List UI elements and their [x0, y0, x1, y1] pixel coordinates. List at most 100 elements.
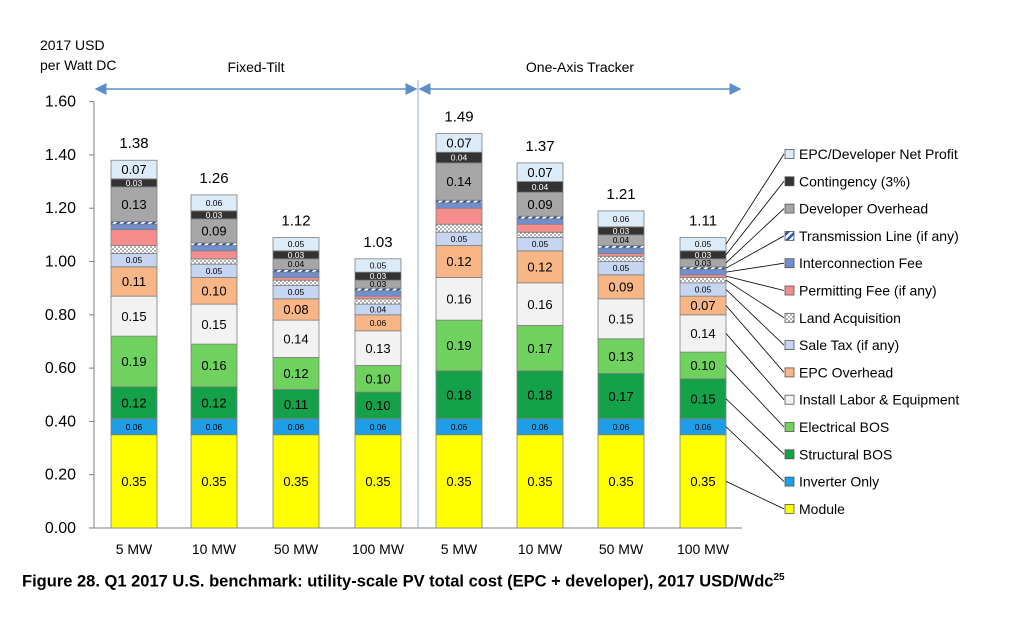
- bar-segment: [110, 335, 158, 388]
- figure-caption-superscript: 25: [773, 572, 785, 583]
- legend-swatch: [784, 340, 795, 351]
- data-label: 0.12: [283, 366, 308, 381]
- data-label: 0.07: [121, 162, 146, 177]
- data-label: 0.09: [527, 197, 552, 212]
- data-label: 0.03: [206, 210, 223, 220]
- data-label: 0.07: [527, 165, 552, 180]
- bar-segment: [516, 370, 564, 420]
- bar-segment: [435, 207, 483, 225]
- legend-leader-line: [725, 481, 785, 510]
- bar-segment: [516, 218, 564, 225]
- legend-leader-line: [725, 235, 785, 269]
- data-label: 0.17: [527, 341, 552, 356]
- legend-label: Land Acquisition: [799, 310, 901, 326]
- bar-segment: [354, 391, 402, 420]
- data-label: 0.03: [126, 178, 143, 188]
- bar-segment: [272, 434, 320, 529]
- bar-segment: [110, 159, 158, 180]
- data-label: 0.03: [288, 250, 305, 260]
- data-label: 0.15: [690, 391, 715, 406]
- bar-segment: [435, 277, 483, 321]
- legend-label: Install Labor & Equipment: [799, 392, 959, 408]
- x-tick-label: 10 MW: [192, 541, 237, 557]
- x-tick-label: 10 MW: [518, 541, 563, 557]
- bar-segment: [435, 434, 483, 529]
- y-tick-label: 0.00: [45, 520, 76, 537]
- data-label: 0.18: [446, 387, 471, 402]
- data-label: 0.08: [283, 302, 308, 317]
- bar-segment: [272, 237, 320, 252]
- legend-label: Contingency (3%): [799, 173, 910, 189]
- bar-segment: [516, 282, 564, 326]
- total-label: 1.11: [689, 213, 717, 230]
- data-label: 0.16: [527, 297, 552, 312]
- data-label: 0.06: [695, 422, 712, 432]
- bar-segment: [435, 223, 483, 233]
- legend-label: Inverter Only: [799, 474, 879, 490]
- data-label: 0.07: [446, 136, 471, 151]
- data-label: 0.13: [608, 349, 633, 364]
- total-label: 1.21: [606, 186, 635, 203]
- bar-segment: [597, 298, 645, 340]
- data-label: 0.06: [206, 198, 223, 208]
- legend-label: Sale Tax (if any): [799, 337, 899, 353]
- bar-segment: [354, 290, 402, 297]
- data-label: 0.05: [126, 255, 143, 265]
- group-header: One-Axis Tracker: [526, 59, 634, 75]
- data-label: 0.10: [365, 398, 390, 413]
- y-tick-label: 1.00: [45, 254, 76, 271]
- data-label: 0.19: [121, 354, 146, 369]
- data-label: 0.10: [690, 358, 715, 373]
- legend-swatch: [784, 230, 795, 241]
- total-label: 1.03: [363, 234, 392, 251]
- bar-segment: [679, 269, 727, 276]
- data-label: 0.03: [613, 226, 630, 236]
- bar-segment: [354, 258, 402, 273]
- bar-segment: [272, 279, 320, 286]
- data-label: 0.14: [283, 331, 308, 346]
- legend-label: Transmission Line (if any): [799, 228, 959, 244]
- data-label: 0.12: [201, 395, 226, 410]
- bar-segment: [110, 266, 158, 297]
- data-label: 0.06: [532, 422, 549, 432]
- data-label: 0.15: [121, 309, 146, 324]
- data-label: 0.14: [446, 174, 471, 189]
- bar-segment: [110, 245, 158, 254]
- legend-swatch: [784, 503, 795, 514]
- legend-swatch: [784, 449, 795, 460]
- data-label: 0.35: [608, 474, 633, 489]
- legend-leader-line: [725, 289, 785, 346]
- bar-segment: [190, 245, 238, 252]
- bar-segment: [110, 386, 158, 420]
- x-tick-label: 50 MW: [599, 541, 644, 557]
- bar-segment: [679, 378, 727, 420]
- bar-segment: [516, 325, 564, 372]
- bar-segment: [597, 373, 645, 420]
- legend-label: EPC/Developer Net Profit: [799, 146, 958, 162]
- data-label: 0.04: [288, 259, 305, 269]
- data-label: 0.35: [527, 474, 552, 489]
- x-tick-label: 100 MW: [352, 541, 405, 557]
- y-axis-label-line2: per Watt DC: [40, 57, 117, 73]
- data-label: 0.03: [370, 271, 387, 281]
- legend-swatch: [784, 203, 795, 214]
- legend-label: EPC Overhead: [799, 364, 893, 380]
- data-label: 0.35: [365, 474, 390, 489]
- legend-leader-line: [725, 279, 785, 319]
- data-label: 0.05: [451, 234, 468, 244]
- legend-swatch: [784, 149, 795, 159]
- legend-label: Module: [799, 501, 845, 517]
- bar-segment: [597, 434, 645, 529]
- legend-leader-line: [725, 365, 785, 428]
- legend-leader-line: [725, 305, 785, 373]
- data-label: 0.05: [613, 263, 630, 273]
- bar-segment: [516, 231, 564, 238]
- data-label: 0.06: [451, 422, 468, 432]
- y-tick-label: 0.60: [45, 360, 76, 377]
- figure-caption: Figure 28. Q1 2017 U.S. benchmark: utili…: [22, 572, 1012, 592]
- stacked-bar-chart: 2017 USD per Watt DC 0.00 0.20 0.40 0.60 0.8…: [40, 37, 959, 557]
- bar-segment: [272, 271, 320, 278]
- data-label: 0.13: [121, 197, 146, 212]
- bar-segment: [435, 162, 483, 201]
- bar-segment: [110, 223, 158, 230]
